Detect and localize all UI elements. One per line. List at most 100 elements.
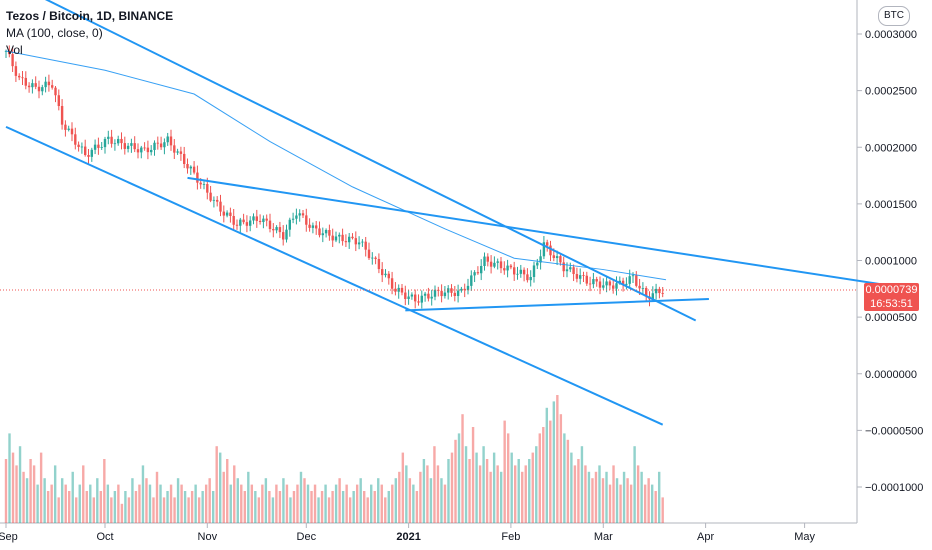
volume-bar xyxy=(313,484,317,523)
volume-bar xyxy=(461,414,464,523)
candle-body xyxy=(196,172,199,183)
volume-bar xyxy=(405,465,408,523)
volume-bar xyxy=(190,491,194,523)
volume-label[interactable]: Vol xyxy=(6,43,23,57)
candle-body xyxy=(222,211,225,216)
volume-bar xyxy=(331,491,334,523)
candle-body xyxy=(308,224,311,228)
ma-line xyxy=(5,50,667,281)
x-axis-tick-label: Apr xyxy=(697,531,714,543)
volume-bar xyxy=(433,446,436,523)
y-axis-tick-label: 0.0001000 xyxy=(865,256,917,268)
candle-body xyxy=(57,95,60,107)
volume-bar xyxy=(538,433,541,523)
volume-bar xyxy=(401,452,405,523)
volume-bar xyxy=(514,465,517,523)
volume-bar xyxy=(145,478,148,523)
candle-body xyxy=(513,267,516,275)
candle-body xyxy=(552,255,555,259)
candle-body xyxy=(625,283,628,285)
candle-body xyxy=(605,281,608,286)
volume-bar xyxy=(247,471,250,523)
volume-bar xyxy=(654,491,657,523)
candle-body xyxy=(159,143,163,148)
volume-bar xyxy=(384,497,387,523)
candle-body xyxy=(354,238,357,245)
candle-body xyxy=(315,225,318,229)
candle-body xyxy=(364,241,367,250)
candle-body xyxy=(549,245,552,256)
volume-bar xyxy=(180,484,183,523)
candle-body xyxy=(536,262,539,266)
candle-body xyxy=(216,199,219,202)
volume-bar xyxy=(106,484,110,523)
y-axis-tick-label: 0.0001500 xyxy=(865,199,917,211)
volume-bar xyxy=(120,503,124,523)
candle-body xyxy=(143,147,146,149)
volume-bar xyxy=(559,414,563,523)
candle-body xyxy=(473,272,476,276)
volume-bar xyxy=(528,459,531,523)
candle-body xyxy=(31,83,34,88)
volume-bar xyxy=(155,471,159,523)
candle-body xyxy=(334,236,338,241)
volume-bar xyxy=(380,484,383,523)
volume-bar xyxy=(32,465,36,523)
volume-bar xyxy=(419,471,422,523)
candle-body xyxy=(414,294,417,302)
candle-body xyxy=(80,146,84,148)
volume-bar xyxy=(243,491,246,523)
candle-body xyxy=(140,147,143,153)
candle-body xyxy=(526,274,529,281)
candle-body xyxy=(146,147,150,153)
candle-body xyxy=(60,106,64,125)
x-axis-tick-label: Feb xyxy=(501,531,520,543)
volume-bar xyxy=(608,484,612,523)
volume-bar xyxy=(78,484,81,523)
volume-bar xyxy=(292,491,296,523)
volume-bar xyxy=(15,465,18,523)
candle-body xyxy=(245,222,249,226)
candle-body xyxy=(565,269,569,272)
volume-bar xyxy=(492,452,496,523)
candle-body xyxy=(621,280,625,285)
volume-bar xyxy=(327,497,331,523)
candle-body xyxy=(427,293,430,299)
volume-bar xyxy=(485,459,489,523)
volume-bar xyxy=(517,459,520,523)
volume-bar xyxy=(601,478,605,523)
candle-body xyxy=(529,277,532,281)
volume-bar xyxy=(215,446,218,523)
candle-body xyxy=(582,275,585,276)
candles xyxy=(4,45,664,309)
candle-body xyxy=(212,199,216,201)
candle-body xyxy=(268,220,272,230)
volume-bar xyxy=(373,491,376,523)
volume-bar xyxy=(176,478,180,523)
volume-bar xyxy=(429,478,433,523)
volume-bar xyxy=(619,484,622,523)
volume-bar xyxy=(345,484,348,523)
volume-bar xyxy=(240,484,243,523)
candle-body xyxy=(476,272,480,274)
candle-body xyxy=(305,215,308,225)
volume-bar xyxy=(320,491,324,523)
candle-body xyxy=(381,269,384,276)
candle-body xyxy=(579,275,582,279)
volume-bar xyxy=(594,471,598,523)
volume-bar xyxy=(275,484,278,523)
candle-body xyxy=(628,276,631,284)
candle-body xyxy=(77,144,80,147)
candle-body xyxy=(351,236,354,239)
volume-bar xyxy=(475,452,478,523)
ma-indicator-label[interactable]: MA (100, close, 0) xyxy=(6,26,103,40)
candle-body xyxy=(608,281,612,286)
candle-body xyxy=(103,138,107,148)
candle-body xyxy=(133,143,136,150)
currency-button[interactable]: BTC xyxy=(878,6,910,26)
volume-bar xyxy=(650,484,654,523)
volume-bar xyxy=(197,497,201,523)
volume-bar xyxy=(612,465,615,523)
candle-body xyxy=(555,256,559,259)
